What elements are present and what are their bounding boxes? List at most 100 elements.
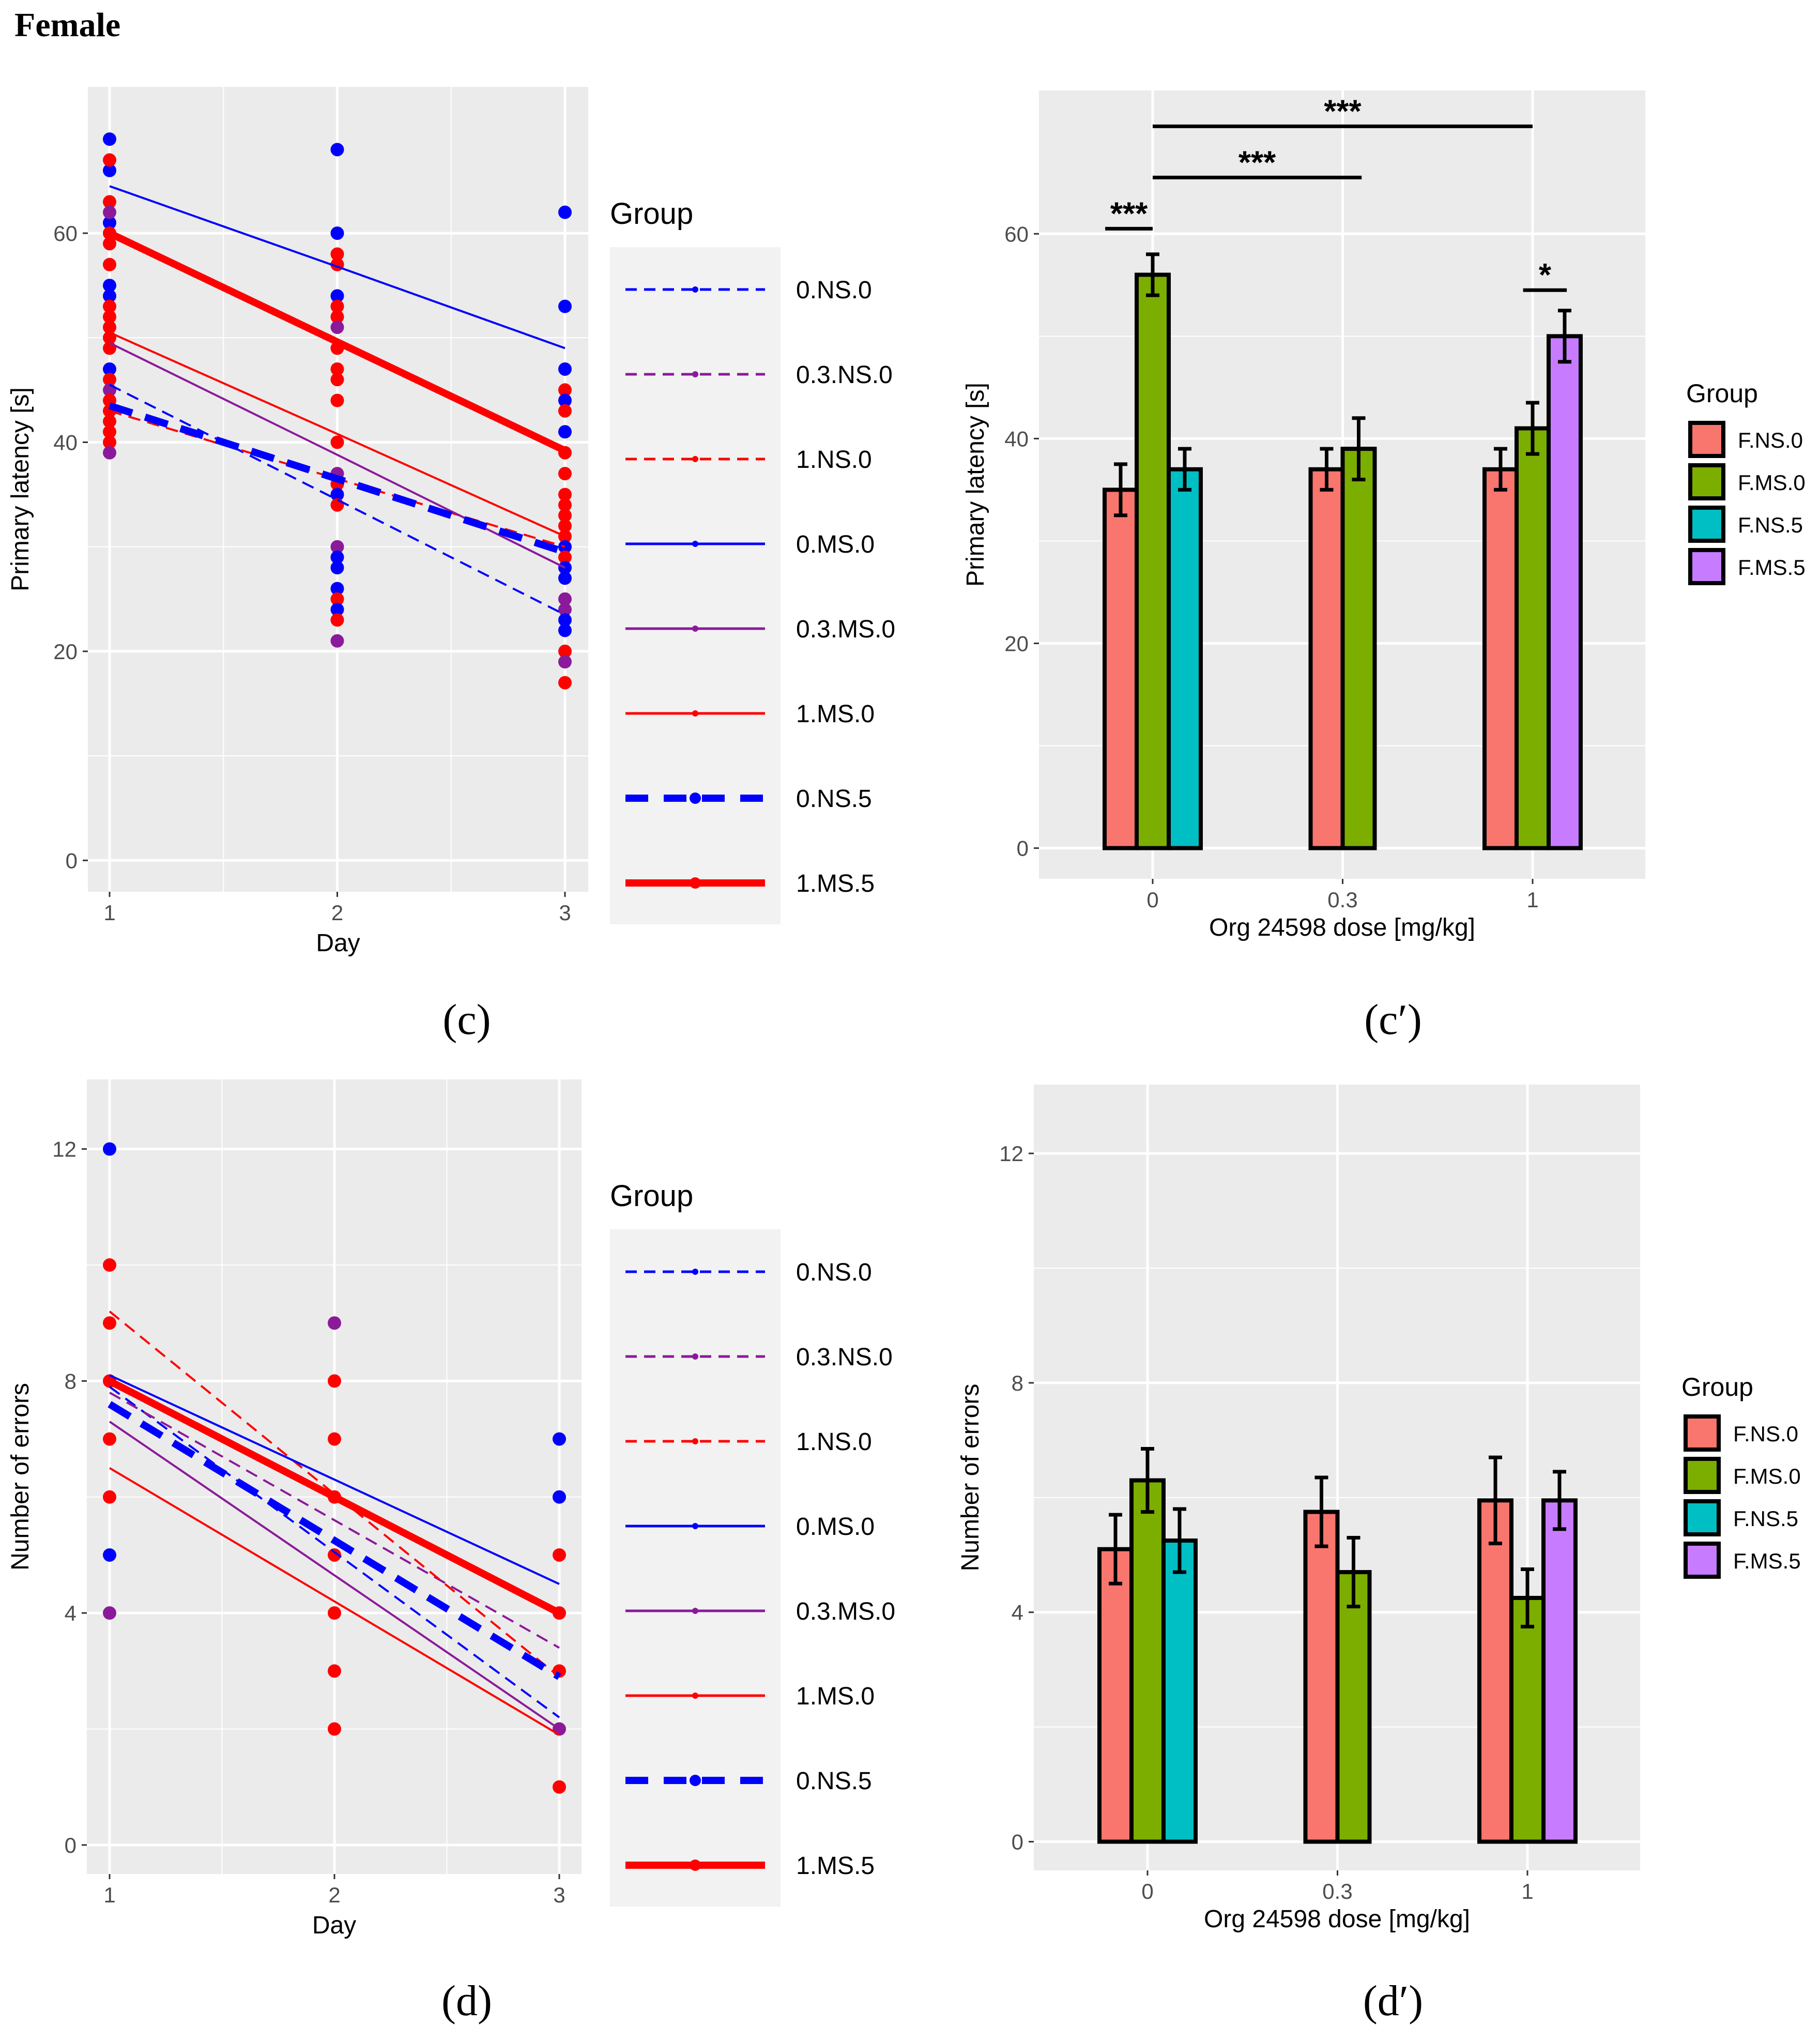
x-tick-label: 1: [1521, 1879, 1533, 1903]
x-tick-label: 2: [328, 1883, 340, 1907]
data-point: [330, 634, 344, 648]
legend-key-point: [692, 456, 698, 462]
bar-F-NS-0-dose-1: [1482, 467, 1519, 850]
legend-label: F.MS.0: [1738, 470, 1806, 495]
legend-key-point: [690, 1775, 701, 1786]
legend-label: 1.MS.0: [796, 700, 875, 728]
data-point: [558, 519, 572, 533]
series-line-0-NS-5: [108, 402, 567, 556]
legend-key-point: [690, 877, 701, 889]
y-tick-label: 8: [1012, 1371, 1023, 1395]
bar-F-NS-5-dose-0: [1161, 1538, 1198, 1844]
y-tick-label: 20: [1004, 631, 1029, 656]
bar-F-NS-0-dose-0: [1097, 1547, 1134, 1844]
legend-title: Group: [610, 197, 693, 231]
x-tick-label: 1: [103, 901, 115, 925]
data-point: [103, 415, 116, 429]
bar-F-NS-0-dose-0: [1103, 487, 1139, 850]
legend-swatch-F-NS-0: [1684, 1414, 1721, 1452]
legend-swatch-F-MS-5: [1688, 548, 1725, 585]
legend-key-point: [692, 626, 698, 632]
data-point: [103, 163, 116, 177]
bar-F-NS-0-dose-0.3: [1303, 1510, 1340, 1844]
data-point: [558, 383, 572, 397]
legend-swatch-F-NS-5: [1684, 1499, 1721, 1536]
x-tick-label: 0.3: [1322, 1879, 1352, 1903]
x-axis-label: Org 24598 dose [mg/kg]: [1209, 914, 1475, 941]
legend-label: 1.NS.0: [796, 446, 872, 474]
data-point: [330, 603, 344, 617]
bar-F-MS-0-dose-0: [1129, 1478, 1166, 1844]
data-point: [103, 1606, 116, 1620]
data-point: [330, 373, 344, 387]
data-point: [553, 1780, 566, 1794]
data-point: [558, 393, 572, 407]
data-point: [103, 205, 116, 219]
data-point: [330, 550, 344, 564]
data-point: [330, 540, 344, 554]
data-point: [103, 425, 116, 439]
data-point: [103, 310, 116, 324]
x-axis-label: Org 24598 dose [mg/kg]: [1204, 1906, 1470, 1933]
legend-key-background: [610, 247, 781, 924]
data-point: [328, 1374, 341, 1388]
legend-label: F.NS.0: [1733, 1422, 1798, 1446]
bar-F-MS-5-dose-1: [1547, 334, 1583, 850]
legend-swatch-F-MS-0: [1684, 1457, 1721, 1494]
legend-label: 0.NS.0: [796, 1259, 872, 1286]
data-point: [558, 299, 572, 313]
series-line-0-NS-0: [109, 384, 565, 616]
y-axis-label: Number of errors: [957, 1384, 984, 1572]
legend-key-point: [692, 286, 698, 293]
data-point: [558, 571, 572, 585]
y-tick-label: 0: [66, 848, 78, 873]
legend-label: F.MS.5: [1738, 555, 1806, 580]
bar-F-MS-5-dose-1: [1541, 1498, 1578, 1844]
legend-label: 0.3.NS.0: [796, 1344, 893, 1371]
data-point: [330, 393, 344, 407]
legend-label: F.NS.0: [1738, 428, 1803, 452]
y-tick-label: 60: [1004, 222, 1029, 246]
data-point: [558, 676, 572, 690]
data-point: [558, 603, 572, 617]
legend-label: 0.3.NS.0: [796, 361, 893, 389]
data-point: [103, 1142, 116, 1156]
data-point: [553, 1490, 566, 1504]
y-tick-label: 4: [1012, 1601, 1023, 1625]
bar-F-MS-0-dose-1: [1515, 426, 1551, 850]
data-point: [103, 279, 116, 293]
legend-label: 0.3.MS.0: [796, 616, 895, 643]
data-point: [330, 435, 344, 449]
legend-key-point: [692, 1693, 698, 1699]
legend-swatch-F-MS-0: [1688, 463, 1725, 500]
data-point: [558, 509, 572, 523]
series-line-0-3-MS-0: [109, 1421, 560, 1730]
legend-key-point: [692, 1438, 698, 1444]
series-line-1-MS-5: [108, 1378, 561, 1617]
data-point: [330, 247, 344, 261]
data-point: [558, 425, 572, 439]
figure-title: Female: [14, 6, 120, 44]
y-tick-label: 60: [53, 221, 78, 246]
bar-F-NS-0-dose-0.3: [1308, 467, 1345, 850]
data-point: [558, 550, 572, 564]
legend-label: 1.MS.5: [796, 1852, 875, 1880]
y-tick-label: 4: [65, 1601, 77, 1625]
data-point: [103, 1258, 116, 1272]
data-point: [330, 582, 344, 596]
x-tick-label: 0: [1141, 1879, 1153, 1903]
data-point: [103, 289, 116, 303]
series-line-1-MS-0: [109, 331, 565, 538]
data-point: [553, 1432, 566, 1446]
significance-label: ***: [1110, 196, 1148, 232]
bar-F-MS-0-dose-0.3: [1340, 447, 1377, 850]
legend-swatch-F-MS-5: [1684, 1542, 1721, 1579]
data-point: [330, 561, 344, 575]
legend-label: 1.NS.0: [796, 1428, 872, 1456]
legend-label: F.MS.5: [1733, 1549, 1801, 1573]
data-point: [328, 1316, 341, 1330]
chart-c-primary-latency-by-day: 0 20 40 60 1 2 3 Day Primary latency [s] Group 0.N…: [7, 87, 895, 957]
legend-label: 1.MS.0: [796, 1683, 875, 1710]
